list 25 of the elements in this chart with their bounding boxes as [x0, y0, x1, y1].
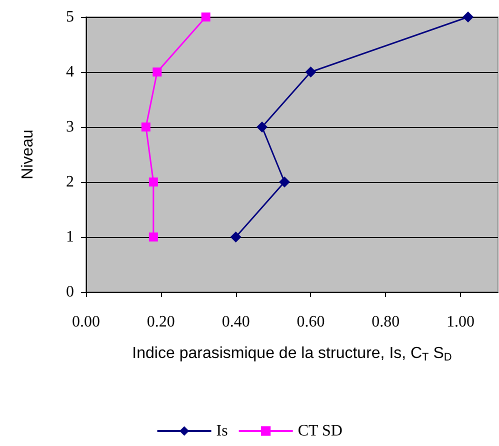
x-tick-label: 0.00 [72, 314, 100, 330]
point [230, 232, 242, 242]
y-tick-label: 2 [66, 174, 74, 190]
point [152, 68, 162, 76]
y-tick-label: 3 [66, 118, 74, 136]
point [148, 178, 158, 186]
x-tick-label: 0.60 [296, 314, 325, 330]
point [201, 12, 210, 22]
legend-label: Is [216, 422, 228, 440]
point [462, 12, 474, 22]
point [148, 232, 158, 242]
x-tick-label: 1.00 [446, 314, 475, 330]
point [279, 176, 290, 188]
point [256, 122, 268, 132]
y-axis-title: Niveau [20, 130, 36, 180]
point [141, 122, 150, 132]
y-tick-label: 5 [66, 8, 74, 26]
x-tick-label: 0.40 [222, 314, 250, 330]
legend-label: CT SD [298, 422, 342, 440]
x-tick-label: 0.80 [372, 314, 400, 330]
y-tick-label: 0 [66, 284, 74, 300]
y-tick-label: 4 [66, 64, 74, 80]
x-tick-label: 0.20 [146, 314, 175, 330]
y-tick-label: 1 [66, 228, 74, 246]
point [305, 66, 316, 78]
